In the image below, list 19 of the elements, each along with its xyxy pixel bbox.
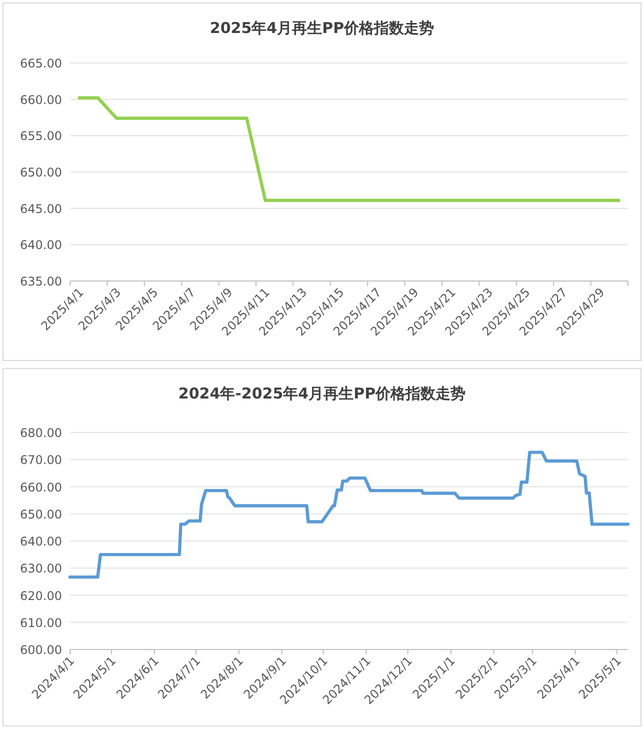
y-tick-label: 610.00 xyxy=(20,616,62,630)
y-tick-label: 620.00 xyxy=(20,588,62,603)
y-tick-label: 655.00 xyxy=(20,129,62,144)
y-tick-label: 645.00 xyxy=(20,202,62,216)
y-tick-label: 600.00 xyxy=(20,643,62,657)
y-tick-label: 660.00 xyxy=(20,480,62,494)
y-tick-label: 630.00 xyxy=(20,562,62,576)
y-tick-label: 650.00 xyxy=(20,166,62,180)
chart-title: 2025年4月再生PP价格指数走势 xyxy=(210,19,434,37)
y-tick-label: 650.00 xyxy=(20,507,62,522)
y-tick-label: 640.00 xyxy=(20,238,62,252)
y-tick-label: 660.00 xyxy=(20,92,62,107)
line-series xyxy=(68,450,630,579)
chart-title: 2024年-2025年4月再生PP价格指数走势 xyxy=(178,384,466,402)
y-tick-label: 670.00 xyxy=(20,453,62,468)
y-tick-label: 635.00 xyxy=(20,274,62,288)
y-tick-label: 665.00 xyxy=(20,56,62,70)
y-tick-label: 640.00 xyxy=(20,534,62,548)
y-tick-label: 680.00 xyxy=(20,426,62,440)
